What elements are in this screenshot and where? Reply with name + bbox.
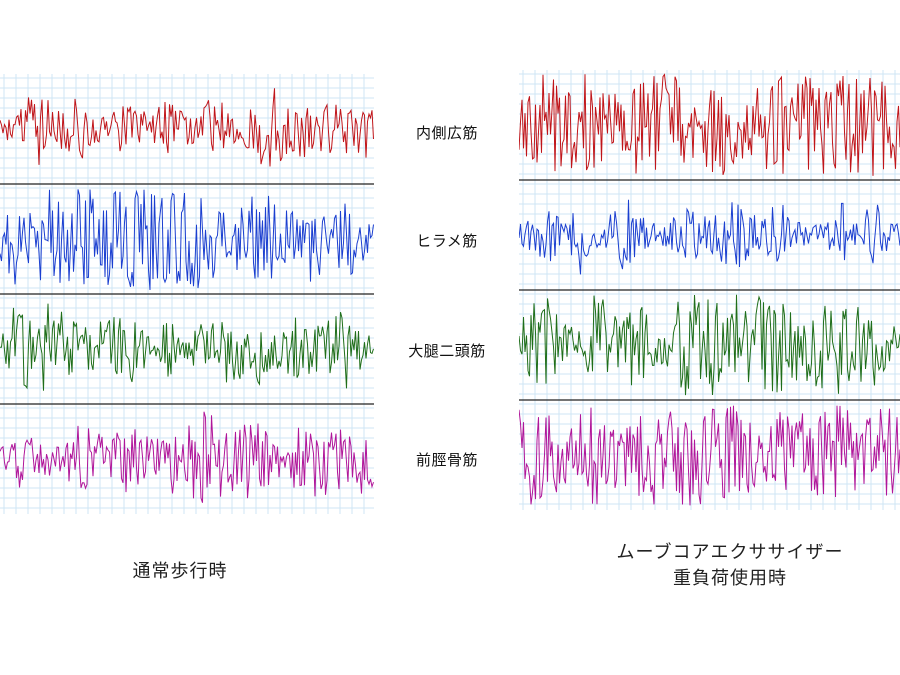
emg-panel-normal-walking bbox=[0, 74, 374, 514]
muscle-label-1: 内側広筋 bbox=[415, 124, 478, 142]
caption-normal-walking-line-1: 通常歩行時 bbox=[132, 561, 228, 582]
muscle-label-2: ヒラメ筋 bbox=[416, 232, 478, 250]
muscle-label-3: 大腿二頭筋 bbox=[408, 342, 486, 360]
emg-chart-normal-walking bbox=[0, 74, 374, 514]
emg-trace bbox=[519, 294, 900, 396]
caption-heavy-load: ムーブコアエクササイザー 重負荷使用時 bbox=[570, 540, 890, 592]
emg-trace bbox=[0, 303, 374, 391]
caption-normal-walking: 通常歩行時 bbox=[60, 559, 300, 585]
emg-trace bbox=[0, 411, 374, 503]
emg-panel-heavy-load bbox=[519, 70, 900, 510]
emg-chart-heavy-load bbox=[519, 70, 900, 510]
emg-trace bbox=[519, 199, 900, 275]
emg-trace bbox=[0, 88, 374, 167]
muscle-label-4: 前脛骨筋 bbox=[415, 451, 478, 469]
emg-trace bbox=[519, 73, 900, 176]
caption-heavy-load-line-1: ムーブコアエクササイザー bbox=[616, 542, 844, 563]
caption-heavy-load-line-2: 重負荷使用時 bbox=[673, 568, 787, 589]
emg-trace bbox=[0, 189, 374, 291]
emg-trace bbox=[519, 405, 900, 506]
